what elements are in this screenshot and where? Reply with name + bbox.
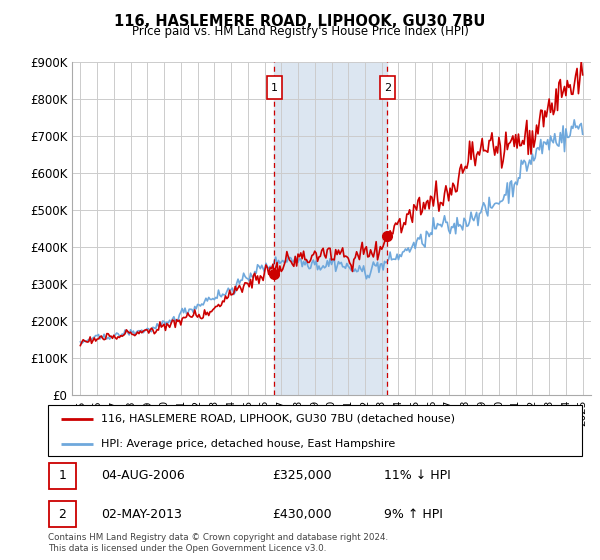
Text: 2: 2 <box>58 508 67 521</box>
Text: £430,000: £430,000 <box>272 508 332 521</box>
Text: 1: 1 <box>271 82 278 92</box>
FancyBboxPatch shape <box>380 76 395 99</box>
Bar <box>274 62 387 395</box>
Text: 1: 1 <box>58 469 67 482</box>
Text: 9% ↑ HPI: 9% ↑ HPI <box>385 508 443 521</box>
Text: Contains HM Land Registry data © Crown copyright and database right 2024.
This d: Contains HM Land Registry data © Crown c… <box>48 533 388 553</box>
Text: HPI: Average price, detached house, East Hampshire: HPI: Average price, detached house, East… <box>101 438 395 449</box>
Text: 11% ↓ HPI: 11% ↓ HPI <box>385 469 451 482</box>
FancyBboxPatch shape <box>49 463 76 489</box>
Text: 02-MAY-2013: 02-MAY-2013 <box>101 508 182 521</box>
FancyBboxPatch shape <box>267 76 282 99</box>
Text: 2: 2 <box>383 82 391 92</box>
Text: Price paid vs. HM Land Registry's House Price Index (HPI): Price paid vs. HM Land Registry's House … <box>131 25 469 38</box>
FancyBboxPatch shape <box>48 405 582 456</box>
Text: £325,000: £325,000 <box>272 469 332 482</box>
FancyBboxPatch shape <box>49 501 76 527</box>
Text: 116, HASLEMERE ROAD, LIPHOOK, GU30 7BU: 116, HASLEMERE ROAD, LIPHOOK, GU30 7BU <box>115 14 485 29</box>
Text: 116, HASLEMERE ROAD, LIPHOOK, GU30 7BU (detached house): 116, HASLEMERE ROAD, LIPHOOK, GU30 7BU (… <box>101 414 455 424</box>
Text: 04-AUG-2006: 04-AUG-2006 <box>101 469 185 482</box>
